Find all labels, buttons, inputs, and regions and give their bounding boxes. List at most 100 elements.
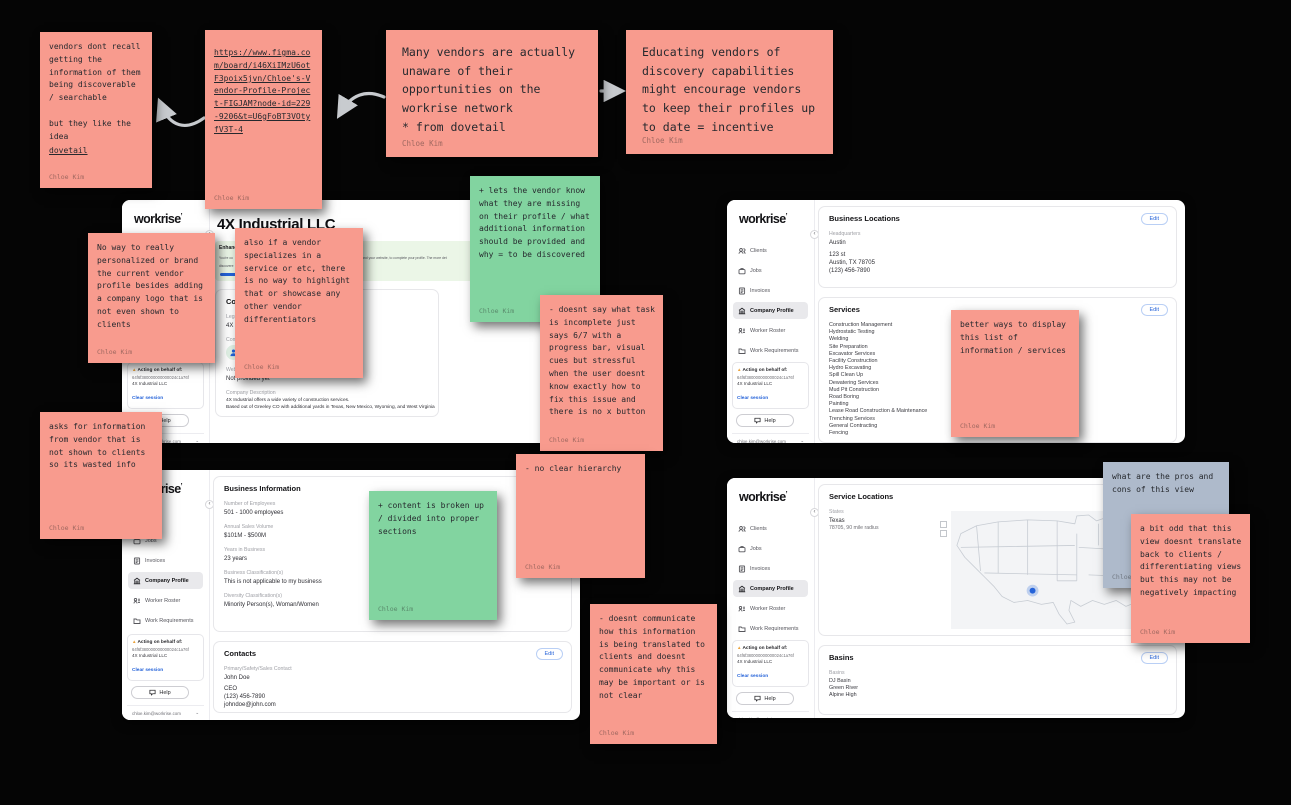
- sidebar-item-jobs[interactable]: Jobs: [733, 262, 808, 279]
- sidebar-item-label: Invoices: [145, 557, 166, 564]
- sticky-note-translate-info[interactable]: - doesnt communicate how this informatio…: [590, 604, 717, 744]
- field-label: Diversity Classification(s): [224, 593, 282, 600]
- help-button[interactable]: Help: [736, 692, 794, 706]
- warning-icon: ▲: [132, 367, 137, 372]
- sidebar-user-email[interactable]: chloe.kim@workrise.com ⌄: [127, 705, 204, 720]
- sidebar-item-invoices[interactable]: Invoices: [128, 552, 203, 569]
- acting-title: Acting on behalf of:: [742, 646, 788, 651]
- sticky-note-personalize[interactable]: No way to really personalized or brand t…: [88, 233, 215, 363]
- briefcase-icon: [738, 545, 746, 552]
- chevron-down-icon: ⌄: [800, 438, 804, 443]
- sticky-text: vendors dont recall getting the informat…: [49, 42, 141, 141]
- sidebar-item-work-requirements[interactable]: Work Requirements: [128, 612, 203, 629]
- sticky-author: Chloe Kim: [642, 136, 683, 146]
- folder-icon: [738, 348, 746, 354]
- edit-button[interactable]: Edit: [1140, 304, 1168, 316]
- edit-button[interactable]: Edit: [1140, 652, 1168, 664]
- sticky-author: Chloe Kim: [49, 173, 85, 181]
- sidebar-item-label: Worker Roster: [750, 605, 786, 612]
- service-item: Fencing: [829, 430, 849, 437]
- sidebar-item-worker-roster[interactable]: Worker Roster: [733, 600, 808, 617]
- sticky-author: Chloe Kim: [1112, 573, 1148, 581]
- sticky-note-hierarchy[interactable]: - no clear hierarchy Chloe Kim: [516, 454, 645, 578]
- sidebar-item-company-profile[interactable]: Company Profile: [128, 572, 203, 589]
- business-locations-panel: Business Locations Edit Headquarters Aus…: [818, 206, 1177, 288]
- clients-icon: [738, 525, 746, 532]
- invoice-icon: [738, 565, 746, 572]
- sidebar-user-email[interactable]: chloe.kim@workrise.com ⌄: [732, 433, 809, 443]
- sticky-author: Chloe Kim: [402, 139, 443, 148]
- workrise-logo: workrise: [122, 200, 209, 226]
- building-icon: [738, 585, 746, 592]
- field-label: States: [829, 509, 844, 515]
- sidebar-item-worker-roster[interactable]: Worker Roster: [128, 592, 203, 609]
- session-id: 64f6f380000000000024c1a76f: [737, 653, 794, 658]
- acting-company: 4X Industrial LLC: [132, 653, 168, 658]
- sidebar-item-company-profile[interactable]: Company Profile: [733, 580, 808, 597]
- sticky-text: - doesnt communicate how this informatio…: [599, 614, 705, 700]
- acting-company: 4X Industrial LLC: [132, 381, 168, 387]
- sidebar-item-invoices[interactable]: Invoices: [733, 560, 808, 577]
- sticky-note-figma-link[interactable]: https://www.figma.com/board/i46XiIMzU6ot…: [205, 30, 322, 209]
- edit-button[interactable]: Edit: [1140, 213, 1168, 225]
- sticky-note-incomplete-task[interactable]: - doesnt say what task is incomplete jus…: [540, 295, 663, 451]
- sidebar-item-company-profile[interactable]: Company Profile: [733, 302, 808, 319]
- sticky-author: Chloe Kim: [960, 422, 996, 430]
- sidebar-nav: Clients Jobs Invoices Company Profile Wo…: [122, 512, 209, 632]
- chat-icon: [754, 418, 761, 425]
- sticky-note-unaware[interactable]: Many vendors are actually unaware of the…: [386, 30, 598, 157]
- sticky-note-educating[interactable]: Educating vendors of discovery capabilit…: [626, 30, 833, 154]
- sticky-note-sections[interactable]: + content is broken up / divided into pr…: [369, 491, 497, 620]
- field-value: This is not applicable to my business: [224, 579, 322, 586]
- session-id: 64f6f380000000000024c1a76f: [737, 375, 794, 380]
- sticky-text: No way to really personalized or brand t…: [97, 243, 203, 329]
- sidebar-item-label: Jobs: [750, 545, 762, 552]
- sidebar-item-work-requirements[interactable]: Work Requirements: [733, 620, 808, 637]
- clear-session-link[interactable]: Clear session: [737, 674, 769, 680]
- session-id: 64f6f380000000000024c1a76f: [132, 375, 189, 380]
- field-value: Minority Person(s), Woman/Women: [224, 602, 319, 609]
- sidebar-item-jobs[interactable]: Jobs: [733, 540, 808, 557]
- sidebar-item-invoices[interactable]: Invoices: [733, 282, 808, 299]
- location-city: Austin: [829, 240, 846, 246]
- help-button[interactable]: Help: [131, 686, 189, 699]
- sidebar-item-clients[interactable]: Clients: [733, 520, 808, 537]
- sticky-note-specialize[interactable]: also if a vendor specializes in a servic…: [235, 228, 363, 378]
- sidebar-item-worker-roster[interactable]: Worker Roster: [733, 322, 808, 339]
- sidebar-item-work-requirements[interactable]: Work Requirements: [733, 342, 808, 359]
- sidebar-user-email[interactable]: chloe.kim@workrise.com ⌄: [732, 711, 809, 718]
- field-value: Based out of Greeley CO with additional …: [226, 404, 435, 410]
- sidebar-item-clients[interactable]: Clients: [733, 242, 808, 259]
- contact-name: John Doe: [224, 675, 250, 681]
- sticky-text: what are the pros and cons of this view: [1112, 472, 1214, 494]
- banner-text: You're co: [219, 256, 233, 260]
- basin-item: Green River: [829, 685, 859, 692]
- connector-arrows: [156, 79, 626, 127]
- help-button[interactable]: Help: [736, 414, 794, 428]
- sticky-text: a bit odd that this view doesnt translat…: [1140, 524, 1242, 597]
- field-label: Business Classification(s): [224, 570, 284, 577]
- sticky-text: asks for information from vendor that is…: [49, 422, 146, 470]
- sticky-author: Chloe Kim: [97, 348, 133, 356]
- field-value: Not provided yet: [226, 376, 270, 383]
- sticky-note-odd-view[interactable]: a bit odd that this view doesnt translat…: [1131, 514, 1250, 643]
- clear-session-link[interactable]: Clear session: [132, 396, 164, 402]
- sticky-note-wasted-info[interactable]: asks for information from vendor that is…: [40, 412, 162, 539]
- service-item: Hydrostatic Testing: [829, 329, 875, 336]
- map-zoom-in-button[interactable]: [940, 521, 947, 528]
- figma-board-link[interactable]: https://www.figma.com/board/i46XiIMzU6ot…: [214, 48, 311, 134]
- dovetail-link[interactable]: dovetail: [49, 146, 88, 156]
- workrise-logo: workrise: [727, 478, 814, 504]
- map-zoom-out-button[interactable]: [940, 530, 947, 537]
- panel-heading: Service Locations: [829, 492, 894, 501]
- sticky-note-recall[interactable]: vendors dont recall getting the informat…: [40, 32, 152, 188]
- clear-session-link[interactable]: Clear session: [132, 668, 164, 673]
- roster-icon: [738, 605, 745, 611]
- sticky-note-display-list[interactable]: better ways to display this list of info…: [951, 310, 1079, 437]
- edit-button[interactable]: Edit: [535, 648, 563, 660]
- sticky-author: Chloe Kim: [599, 729, 635, 737]
- field-value: $101M - $500M: [224, 533, 267, 540]
- clear-session-link[interactable]: Clear session: [737, 396, 769, 402]
- sticky-author: Chloe Kim: [49, 524, 85, 532]
